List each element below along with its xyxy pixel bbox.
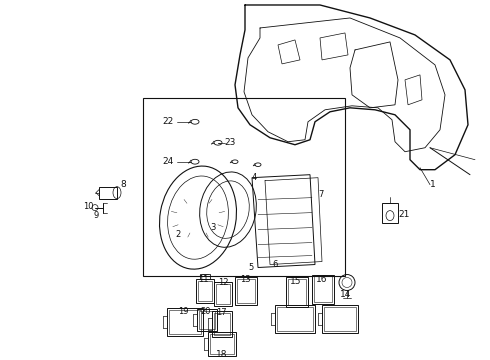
Text: 4: 4 (252, 173, 257, 182)
Text: 6: 6 (272, 260, 277, 269)
Bar (196, 279, 214, 303)
Text: 9: 9 (93, 211, 98, 220)
Bar (200, 274, 210, 279)
Text: 8: 8 (120, 180, 126, 189)
Bar (198, 282, 212, 301)
Text: 24: 24 (162, 157, 173, 166)
Bar (286, 278, 308, 307)
Text: 22: 22 (162, 117, 173, 126)
Bar (197, 310, 217, 332)
Bar (324, 307, 356, 332)
Bar (214, 314, 230, 336)
Bar (199, 311, 215, 329)
Bar (167, 309, 203, 336)
Bar (210, 334, 234, 354)
Bar (214, 283, 232, 306)
Text: 18: 18 (216, 350, 227, 359)
Bar (288, 279, 306, 305)
Text: 20: 20 (200, 307, 211, 316)
Bar (235, 278, 257, 305)
Bar (275, 305, 315, 333)
Bar (312, 275, 334, 305)
Text: 3: 3 (210, 223, 216, 232)
Text: 17: 17 (216, 308, 227, 317)
Bar (382, 203, 398, 222)
Text: 23: 23 (224, 138, 235, 147)
Text: 5: 5 (248, 263, 253, 272)
Bar (237, 279, 255, 303)
Text: 12: 12 (218, 278, 228, 287)
Bar (143, 98, 345, 275)
Bar (277, 307, 313, 332)
Text: 10: 10 (83, 202, 94, 211)
Bar (322, 305, 358, 333)
Bar (314, 276, 332, 302)
Text: 21: 21 (398, 210, 409, 219)
Text: 7: 7 (318, 190, 323, 199)
Bar (216, 284, 230, 305)
Text: 15: 15 (290, 277, 301, 286)
Text: 13: 13 (240, 275, 250, 284)
Text: 11: 11 (198, 275, 209, 284)
Bar (212, 311, 232, 337)
Bar (99, 187, 117, 199)
Text: 14: 14 (340, 290, 351, 299)
Bar (169, 310, 201, 334)
Bar (208, 332, 236, 356)
Text: 2: 2 (175, 230, 180, 239)
Text: 19: 19 (178, 307, 189, 316)
Text: 1: 1 (430, 180, 436, 189)
Text: 16: 16 (316, 275, 327, 284)
